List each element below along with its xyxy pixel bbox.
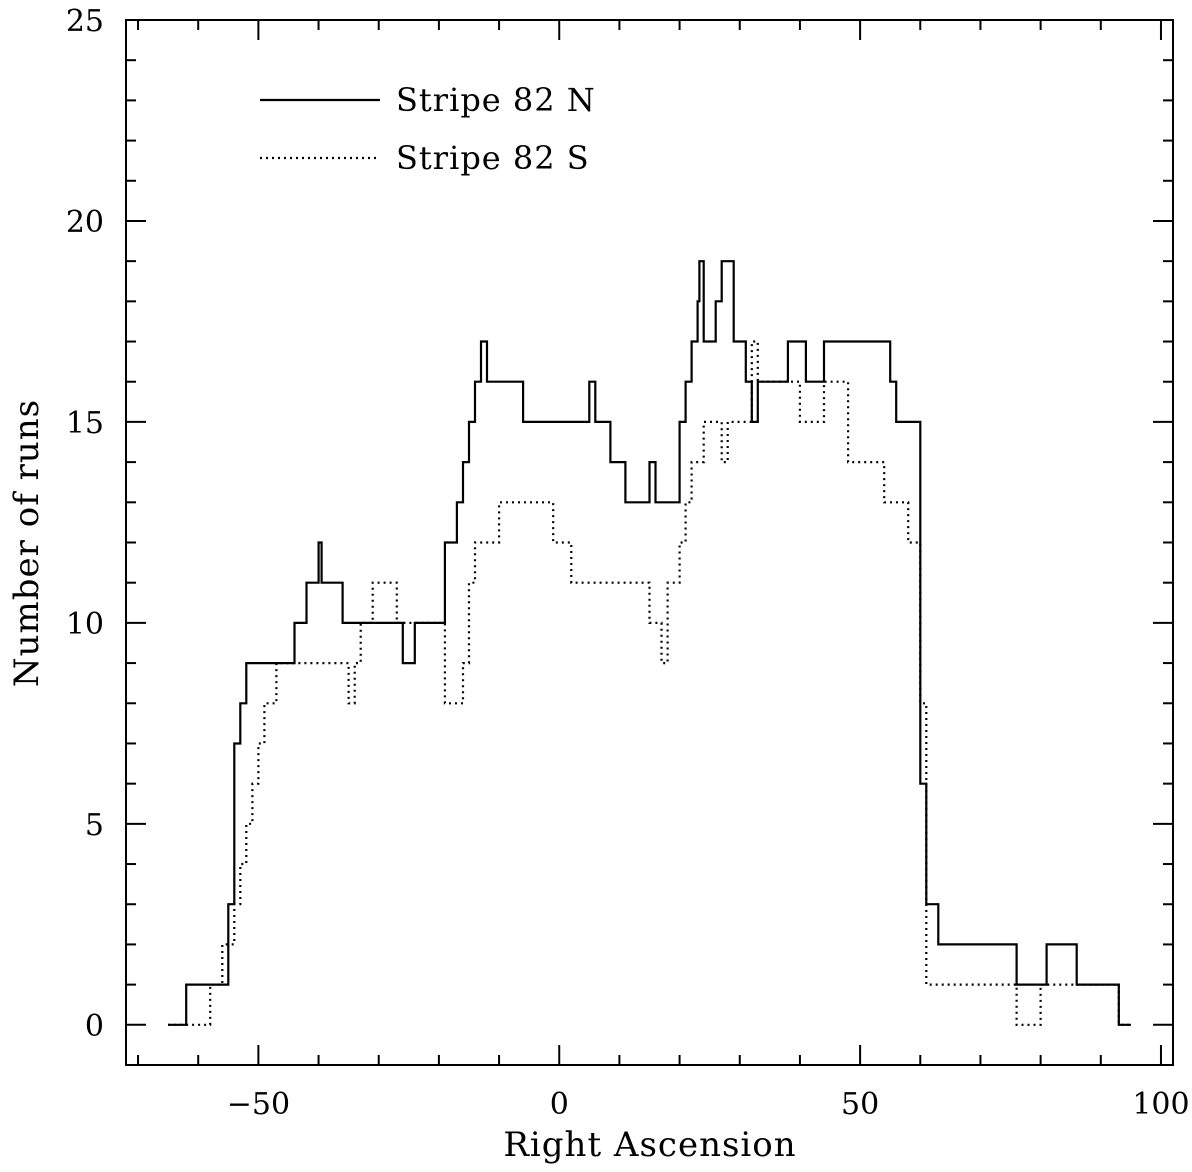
legend-label-stripe-82-n: Stripe 82 N bbox=[396, 81, 596, 119]
y-tick-label: 20 bbox=[66, 205, 104, 240]
legend-label-stripe-82-s: Stripe 82 S bbox=[396, 139, 590, 177]
x-axis-ticks: −50 0 50 100 bbox=[137, 20, 1190, 1122]
y-tick-label: 25 bbox=[66, 4, 104, 39]
x-tick-label: 0 bbox=[550, 1087, 569, 1122]
plot-frame bbox=[125, 19, 1174, 1066]
x-tick-label: 100 bbox=[1132, 1087, 1189, 1122]
y-tick-label: 10 bbox=[66, 607, 104, 642]
series-line-stripe-82-n bbox=[168, 260, 1131, 1026]
legend: Stripe 82 N Stripe 82 S bbox=[260, 81, 596, 177]
x-tick-label: 50 bbox=[841, 1087, 879, 1122]
y-tick-label: 0 bbox=[85, 1009, 104, 1044]
y-axis-title: Number of runs bbox=[7, 399, 47, 687]
series-line-stripe-82-s bbox=[168, 340, 1131, 1026]
y-tick-label: 5 bbox=[85, 808, 104, 843]
x-axis-title: Right Ascension bbox=[503, 1125, 796, 1165]
y-tick-label: 15 bbox=[66, 406, 104, 441]
series-layer bbox=[168, 260, 1131, 1026]
x-tick-label: −50 bbox=[227, 1087, 290, 1122]
y-axis-ticks: 0 5 10 15 20 25 bbox=[66, 4, 1173, 1044]
